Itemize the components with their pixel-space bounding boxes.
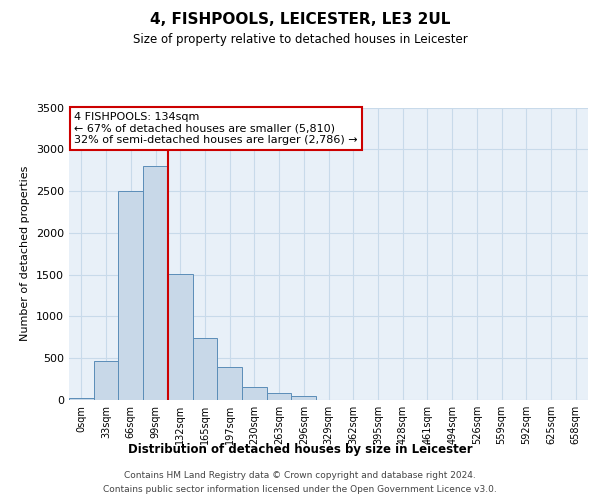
- Y-axis label: Number of detached properties: Number of detached properties: [20, 166, 31, 342]
- Text: Size of property relative to detached houses in Leicester: Size of property relative to detached ho…: [133, 32, 467, 46]
- Bar: [217, 366, 242, 400]
- Text: 4 FISHPOOLS: 134sqm
← 67% of detached houses are smaller (5,810)
32% of semi-det: 4 FISHPOOLS: 134sqm ← 67% of detached ho…: [74, 112, 358, 145]
- Bar: [168, 274, 193, 400]
- Bar: [94, 360, 118, 400]
- Bar: [242, 388, 267, 400]
- Bar: [193, 338, 217, 400]
- Text: Distribution of detached houses by size in Leicester: Distribution of detached houses by size …: [128, 442, 472, 456]
- Text: Contains public sector information licensed under the Open Government Licence v3: Contains public sector information licen…: [103, 485, 497, 494]
- Bar: [267, 394, 292, 400]
- Bar: [69, 398, 94, 400]
- Text: Contains HM Land Registry data © Crown copyright and database right 2024.: Contains HM Land Registry data © Crown c…: [124, 471, 476, 480]
- Text: 4, FISHPOOLS, LEICESTER, LE3 2UL: 4, FISHPOOLS, LEICESTER, LE3 2UL: [150, 12, 450, 28]
- Bar: [118, 191, 143, 400]
- Bar: [292, 396, 316, 400]
- Bar: [143, 166, 168, 400]
